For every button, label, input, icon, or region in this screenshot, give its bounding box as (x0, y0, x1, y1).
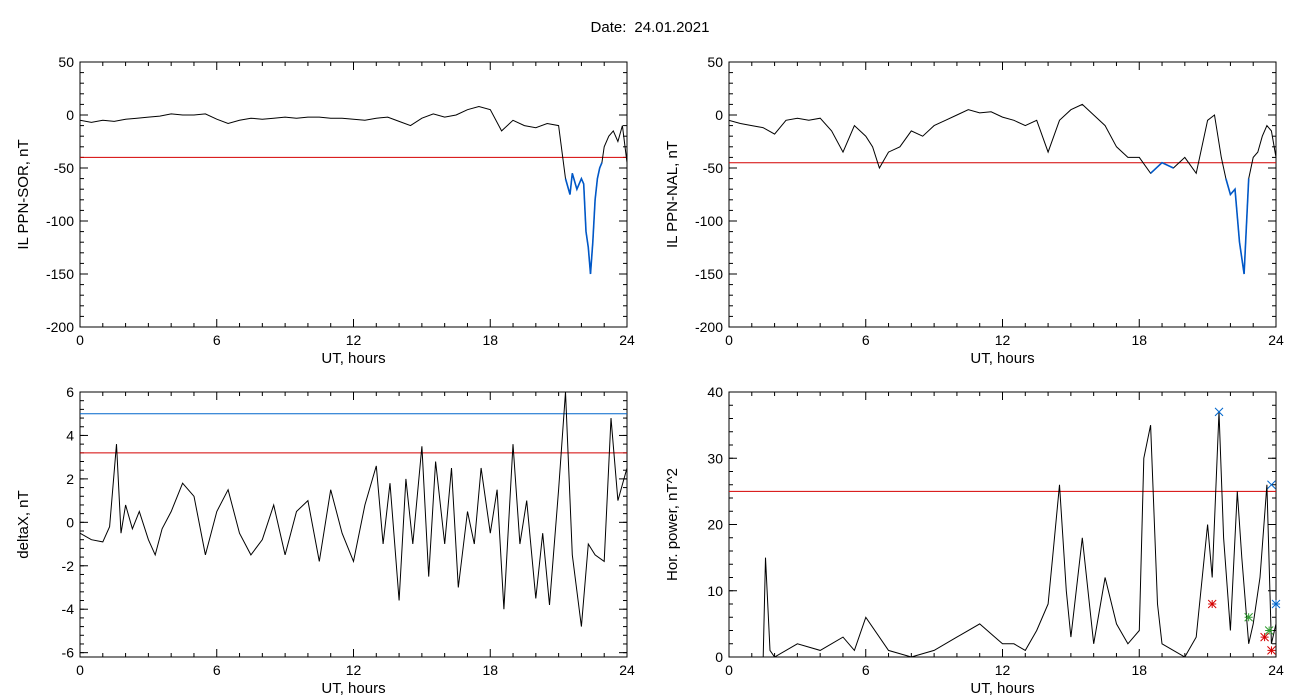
y-tick-label: 30 (707, 450, 723, 466)
y-tick-label: -200 (695, 319, 723, 335)
x-tick-label: 12 (346, 332, 362, 348)
marker-asterisk-green (1264, 626, 1274, 635)
x-axis-label: UT, hours (321, 350, 385, 367)
y-tick-label: 6 (66, 384, 74, 400)
x-tick-label: 6 (213, 662, 221, 678)
y-tick-label: -100 (695, 213, 723, 229)
series-line (80, 392, 627, 627)
chart-panel-hor-power: 0 6 12 18 24 40 30 20 10 0 UT, hours Hor. power, nT… (664, 384, 1284, 697)
marker-stroke (1267, 480, 1276, 490)
plot-frame (728, 61, 1277, 328)
y-tick-label: 10 (707, 583, 723, 599)
y-tick-label: -150 (46, 266, 74, 282)
x-tick-label: 18 (482, 662, 498, 678)
y-axis-label: IL PPN-SOR, nT (15, 139, 32, 249)
x-tick-label: 18 (1131, 332, 1147, 348)
x-axis-label: UT, hours (970, 680, 1034, 697)
marker-asterisk-red (1260, 632, 1269, 642)
x-tick-label: 6 (862, 332, 870, 348)
x-axis-label: UT, hours (321, 680, 385, 697)
x-tick-label: 0 (725, 662, 733, 678)
y-tick-label: -50 (54, 160, 74, 176)
series-line (729, 411, 1276, 657)
below-threshold-segment (1225, 178, 1250, 275)
date-label: Date: (590, 19, 627, 36)
chart-panel-deltax: 0 6 12 18 24 6 4 2 0 -2 -4 -6 UT, hours deltaX, nT (15, 384, 635, 697)
x-tick-label: 12 (995, 332, 1011, 348)
x-tick-label: 24 (619, 662, 635, 678)
series-line (729, 103, 1276, 275)
x-tick-label: 18 (1131, 662, 1147, 678)
x-tick-label: 24 (1268, 662, 1284, 678)
x-tick-label: 12 (995, 662, 1011, 678)
y-tick-label: 20 (707, 517, 723, 533)
x-tick-label: 6 (213, 332, 221, 348)
y-tick-label: 0 (715, 107, 723, 123)
y-tick-label: 50 (58, 54, 74, 70)
series-line (80, 105, 627, 275)
marker-x-blue (1267, 480, 1276, 490)
chart-panel-ppn-sor: 0 6 12 18 24 50 0 -50 -100 -150 -200 UT, hours IL PP… (15, 54, 635, 367)
plot-frame (728, 391, 1277, 658)
date-value: 24.01.2021 (634, 19, 710, 36)
below-threshold-segment (564, 162, 603, 275)
y-tick-label: -2 (62, 558, 75, 574)
y-axis-label: Hor. power, nT^2 (664, 468, 681, 581)
y-tick-label: -50 (703, 160, 723, 176)
plot-frame (79, 61, 628, 328)
x-tick-label: 24 (1268, 332, 1284, 348)
x-tick-label: 18 (482, 332, 498, 348)
x-axis-label: UT, hours (970, 350, 1034, 367)
figure-date-title: Date: 24.01.2021 (0, 19, 1300, 36)
chart-panel-ppn-nal: 0 6 12 18 24 50 0 -50 -100 -150 -200 UT, hours IL PP… (664, 54, 1284, 367)
x-tick-label: 12 (346, 662, 362, 678)
marker-stroke (1214, 407, 1224, 417)
y-axis-label: deltaX, nT (15, 490, 32, 558)
plot-frame (79, 391, 628, 658)
y-tick-label: -200 (46, 319, 74, 335)
marker-asterisk-green (1244, 612, 1254, 622)
y-tick-label: 2 (66, 471, 74, 487)
x-tick-label: 0 (76, 332, 84, 348)
y-tick-label: -6 (62, 645, 75, 661)
y-tick-label: 4 (66, 427, 74, 443)
marker-asterisk-red (1267, 646, 1276, 655)
marker-asterisk-red (1207, 599, 1217, 609)
marker-x-blue (1214, 407, 1224, 417)
marker-asterisk-blue (1271, 599, 1281, 609)
y-axis-label: IL PPN-NAL, nT (664, 141, 681, 248)
y-tick-label: 0 (715, 649, 723, 665)
x-tick-label: 0 (725, 332, 733, 348)
x-tick-label: 0 (76, 662, 84, 678)
y-tick-label: -4 (62, 601, 75, 617)
y-tick-label: 50 (707, 54, 723, 70)
x-tick-label: 24 (619, 332, 635, 348)
y-tick-label: -150 (695, 266, 723, 282)
y-tick-label: 40 (707, 384, 723, 400)
x-tick-label: 6 (862, 662, 870, 678)
y-tick-label: 0 (66, 107, 74, 123)
y-tick-label: 0 (66, 514, 74, 530)
y-tick-label: -100 (46, 213, 74, 229)
below-threshold-segment (1150, 161, 1174, 174)
